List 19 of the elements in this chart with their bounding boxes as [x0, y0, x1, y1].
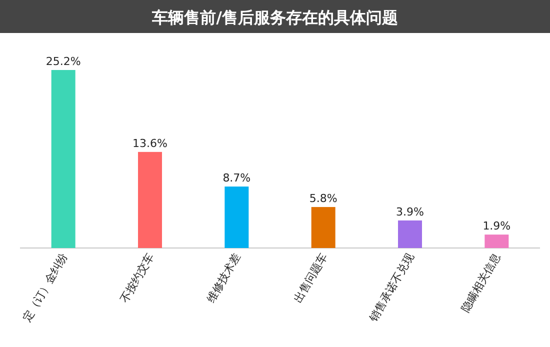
x-tick-label: 隐瞒相关信息 [459, 251, 504, 315]
x-tick-label: 定（订）金纠纷 [20, 251, 70, 324]
x-tick-label: 不按约交车 [118, 251, 157, 306]
x-tick-label: 维修技术差 [204, 251, 244, 306]
data-label: 13.6% [132, 136, 168, 150]
x-tick-label: 出售问题车 [291, 251, 330, 306]
chart-title: 车辆售前/售后服务存在的具体问题 [151, 8, 398, 27]
bar [398, 220, 422, 248]
data-label: 8.7% [222, 172, 251, 185]
data-label: 1.9% [482, 220, 511, 233]
bar [138, 152, 162, 248]
bar [51, 70, 76, 248]
x-tick-label: 销售承诺不兑现 [366, 251, 417, 326]
bar [484, 234, 509, 248]
data-label: 5.8% [309, 192, 338, 206]
data-label: 3.9% [396, 205, 424, 218]
bar [311, 207, 336, 248]
data-label: 25.2% [46, 55, 81, 68]
bar [224, 186, 249, 248]
